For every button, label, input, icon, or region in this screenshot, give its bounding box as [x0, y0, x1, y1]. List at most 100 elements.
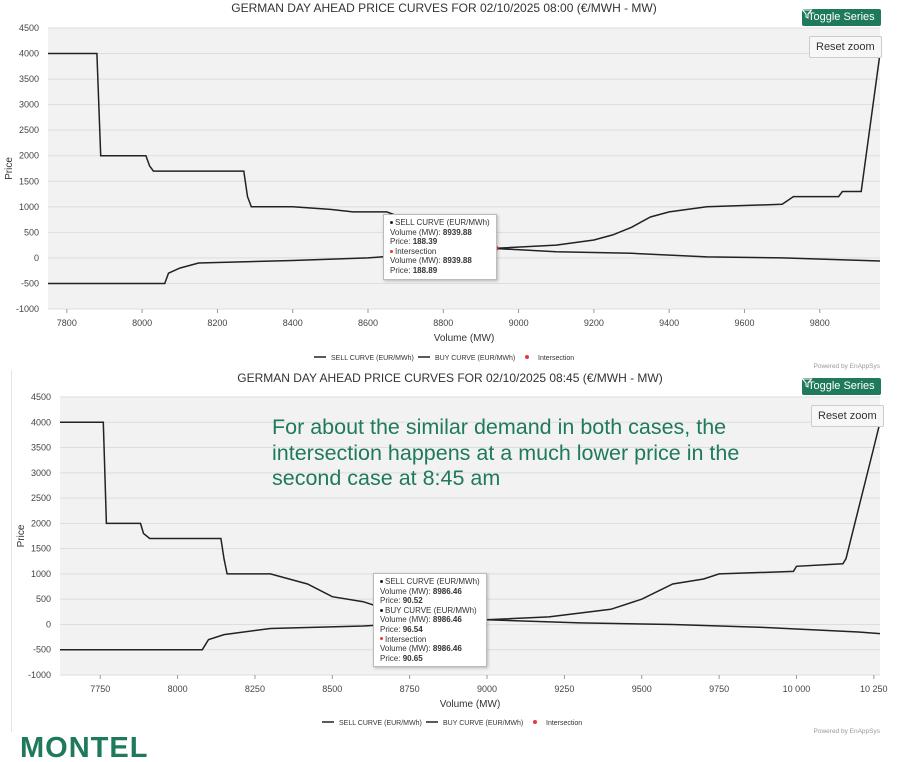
- chart-title: GERMAN DAY AHEAD PRICE CURVES FOR 02/10/…: [237, 371, 662, 385]
- x-tick-label: 7800: [57, 318, 77, 328]
- legend-marker: [525, 355, 529, 359]
- y-tick-label: 3000: [19, 100, 39, 110]
- legend-label: SELL CURVE (EUR/MWh): [339, 720, 422, 727]
- y-tick-label: 3000: [31, 468, 51, 478]
- tooltip-volume: Volume (MW): 8986.46: [380, 586, 462, 596]
- chart-2-canvas: GERMAN DAY AHEAD PRICE CURVES FOR 02/10/…: [16, 371, 888, 727]
- x-tick-label: 7750: [90, 684, 110, 694]
- filter-icon: [801, 378, 813, 388]
- tooltip-series: SELL CURVE (EUR/MWh): [380, 577, 480, 587]
- x-tick-label: 8000: [132, 318, 152, 328]
- y-axis-label: Price: [4, 157, 15, 180]
- x-tick-label: 8750: [400, 684, 420, 694]
- tooltip-volume: Volume (MW): 8939.88: [390, 227, 472, 237]
- x-tick-label: 8500: [322, 684, 342, 694]
- tooltip-series: SELL CURVE (EUR/MWh): [390, 218, 490, 228]
- y-tick-label: 4000: [19, 49, 39, 59]
- legend-item-buy[interactable]: BUY CURVE (EUR/MWh): [418, 355, 515, 362]
- toggle-series-label: Toggle Series: [808, 380, 875, 392]
- x-tick-label: 9250: [554, 684, 574, 694]
- y-tick-label: -1000: [16, 304, 39, 314]
- chart-title: GERMAN DAY AHEAD PRICE CURVES FOR 02/10/…: [231, 1, 656, 15]
- legend-label: Intersection: [546, 720, 582, 727]
- sell-curve-line[interactable]: [60, 422, 881, 651]
- tooltip-volume: Volume (MW): 8939.88: [390, 256, 472, 266]
- toggle-series-button[interactable]: Toggle Series: [801, 9, 881, 26]
- sell-curve-line[interactable]: [48, 53, 881, 285]
- reset-zoom-button[interactable]: Reset zoom: [811, 405, 884, 427]
- x-tick-label: 8800: [433, 318, 453, 328]
- y-tick-label: 4000: [31, 417, 51, 427]
- y-tick-label: 3500: [19, 74, 39, 84]
- y-tick-label: -500: [33, 645, 51, 655]
- x-tick-label: 8400: [283, 318, 303, 328]
- tooltip-price: Price: 90.52: [380, 596, 423, 606]
- y-tick-label: 0: [34, 253, 39, 263]
- y-tick-label: 3500: [31, 443, 51, 453]
- legend-item-sell[interactable]: SELL CURVE (EUR/MWh): [322, 720, 422, 727]
- legend-label: SELL CURVE (EUR/MWh): [331, 355, 414, 362]
- legend-label: Intersection: [538, 355, 574, 362]
- y-tick-label: 2000: [19, 151, 39, 161]
- tooltip-series: Intersection: [380, 635, 480, 645]
- chart-1-canvas: GERMAN DAY AHEAD PRICE CURVES FOR 02/10/…: [4, 1, 881, 362]
- x-tick-label: 9500: [632, 684, 652, 694]
- annotation-text: For about the similar demand in both cas…: [272, 415, 740, 490]
- x-tick-label: 9000: [477, 684, 497, 694]
- y-tick-label: -1000: [28, 670, 51, 680]
- reset-zoom-button[interactable]: Reset zoom: [809, 36, 882, 58]
- x-tick-label: 8000: [168, 684, 188, 694]
- montel-logo: MONTEL: [20, 733, 148, 759]
- x-tick-label: 8200: [207, 318, 227, 328]
- x-tick-label: 9000: [509, 318, 529, 328]
- credits-link[interactable]: Powered by EnAppSys: [813, 728, 880, 735]
- chart-1-tooltip: SELL CURVE (EUR/MWh) Volume (MW): 8939.8…: [383, 214, 497, 280]
- y-tick-label: 1000: [31, 569, 51, 579]
- buy-curve-line[interactable]: [48, 52, 881, 262]
- legend-item-intersection[interactable]: Intersection: [525, 355, 574, 362]
- x-tick-label: 8250: [245, 684, 265, 694]
- divider: [11, 370, 12, 732]
- svg-text:MONTEL: MONTEL: [20, 733, 148, 759]
- toggle-series-button[interactable]: Toggle Series: [801, 378, 881, 395]
- tooltip-price: Price: 96.54: [380, 624, 423, 634]
- legend-item-intersection[interactable]: Intersection: [533, 720, 582, 727]
- y-tick-label: 4500: [31, 392, 51, 402]
- y-tick-label: 2500: [19, 125, 39, 135]
- legend-label: BUY CURVE (EUR/MWh): [443, 720, 523, 727]
- tooltip-volume: Volume (MW): 8986.46: [380, 644, 462, 654]
- legend-item-buy[interactable]: BUY CURVE (EUR/MWh): [426, 720, 523, 727]
- price-chart-1: GERMAN DAY AHEAD PRICE CURVES FOR 02/10/…: [0, 0, 898, 370]
- x-axis-label: Volume (MW): [434, 333, 495, 344]
- x-axis-label: Volume (MW): [440, 699, 501, 710]
- tooltip-series: BUY CURVE (EUR/MWh): [380, 606, 480, 616]
- tooltip-price: Price: 188.39: [390, 237, 438, 247]
- x-tick-label: 9200: [584, 318, 604, 328]
- y-tick-label: 2500: [31, 493, 51, 503]
- filter-icon: [801, 9, 813, 19]
- x-tick-label: 10 250: [860, 684, 888, 694]
- y-tick-label: -500: [21, 278, 39, 288]
- legend-label: BUY CURVE (EUR/MWh): [435, 355, 515, 362]
- x-tick-label: 9600: [734, 318, 754, 328]
- y-tick-label: 0: [46, 619, 51, 629]
- y-tick-label: 4500: [19, 23, 39, 33]
- tooltip-price: Price: 90.65: [380, 653, 423, 663]
- y-tick-label: 500: [36, 594, 51, 604]
- x-tick-label: 10 000: [783, 684, 811, 694]
- chart-2-tooltip: SELL CURVE (EUR/MWh) Volume (MW): 8986.4…: [373, 573, 487, 668]
- tooltip-price: Price: 188.89: [390, 265, 438, 275]
- credits-link[interactable]: Powered by EnAppSys: [813, 363, 880, 370]
- toggle-series-label: Toggle Series: [808, 11, 875, 23]
- buy-curve-line[interactable]: [60, 421, 881, 635]
- legend-item-sell[interactable]: SELL CURVE (EUR/MWh): [314, 355, 414, 362]
- y-tick-label: 2000: [31, 518, 51, 528]
- x-tick-label: 8600: [358, 318, 378, 328]
- tooltip-volume: Volume (MW): 8986.46: [380, 615, 462, 625]
- y-tick-label: 500: [24, 227, 39, 237]
- y-tick-label: 1500: [31, 544, 51, 554]
- x-tick-label: 9800: [810, 318, 830, 328]
- y-tick-label: 1000: [19, 202, 39, 212]
- x-tick-label: 9750: [709, 684, 729, 694]
